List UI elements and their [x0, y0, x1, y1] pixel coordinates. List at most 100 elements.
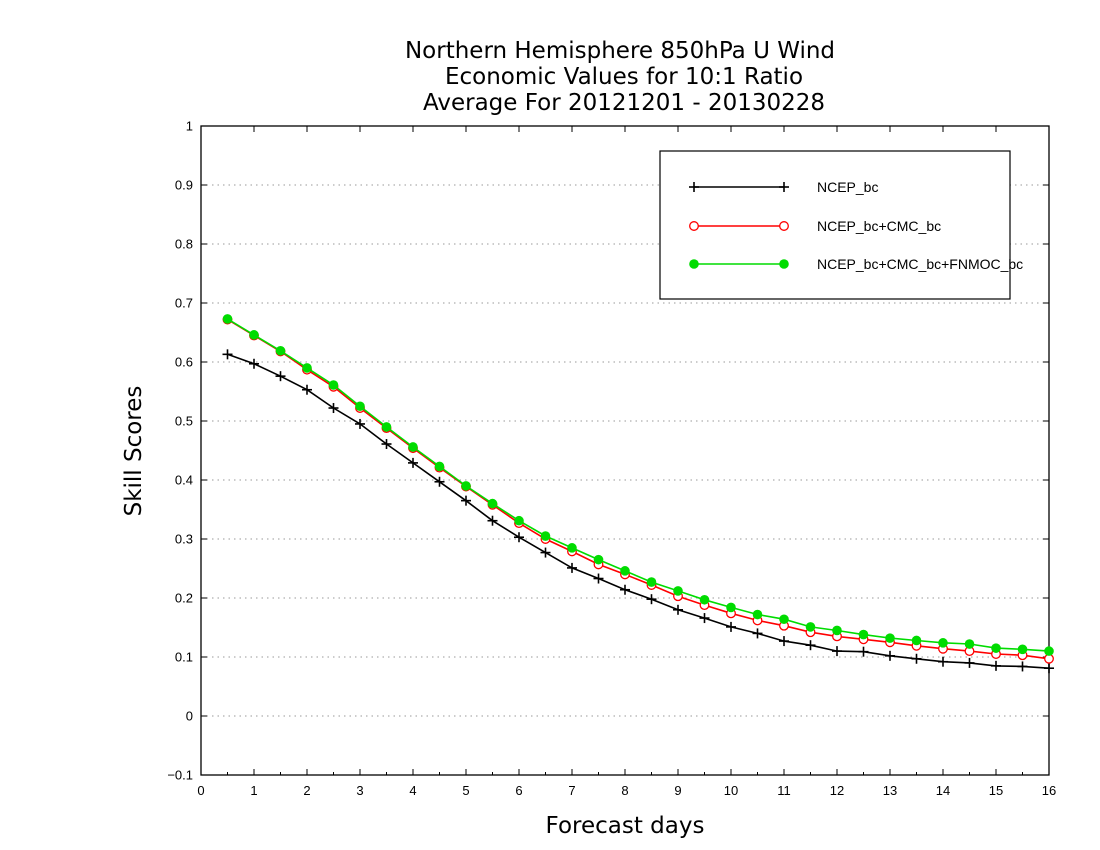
data-point: [964, 639, 975, 649]
data-point: [567, 562, 577, 573]
data-point: [699, 613, 710, 624]
data-point: [249, 330, 259, 340]
data-point: [514, 515, 524, 526]
data-point: [938, 656, 948, 667]
y-tick-label: 0.2: [175, 591, 193, 606]
data-point: [328, 403, 339, 414]
data-point: [620, 566, 630, 576]
legend-marker-start: [689, 221, 699, 231]
x-tick-label: 2: [303, 783, 310, 798]
y-tick-label: 0.7: [175, 296, 193, 311]
y-axis-ticks: −0.1 0 0.1 0.2 0.3 0.4 0.5 0.6 0.7 0.8 0.9 1: [167, 119, 1049, 783]
title-line-1: Northern Hemisphere 850hPa U Wind: [405, 38, 835, 64]
data-point: [832, 625, 842, 636]
legend: NCEP_bc NCEP_bc+CMC_bc NCEP_bc+CMC_bc+FNMO…: [659, 150, 1023, 300]
legend-entry: NCEP_bc+CMC_bc: [689, 218, 941, 234]
data-point: [805, 640, 816, 651]
data-point: [381, 439, 392, 450]
legend-label: NCEP_bc+CMC_bc+FNMOC_bc: [817, 256, 1023, 272]
x-tick-label: 6: [515, 783, 522, 798]
data-point: [726, 621, 736, 632]
data-point: [487, 515, 498, 526]
data-point: [249, 358, 259, 369]
data-point: [858, 629, 869, 640]
legend-label: NCEP_bc: [817, 179, 878, 195]
x-tick-label: 11: [777, 783, 791, 798]
x-tick-label: 10: [724, 783, 738, 798]
data-point: [540, 547, 551, 558]
x-tick-label: 13: [883, 783, 897, 798]
legend-marker-end: [779, 221, 789, 231]
series-0: [222, 349, 1054, 674]
data-point: [1017, 661, 1028, 672]
y-tick-label: 0: [186, 709, 193, 724]
legend-box: [659, 150, 1011, 300]
legend-marker-start: [689, 259, 699, 269]
data-point: [328, 380, 339, 390]
x-axis-ticks: 0 1 2 3 4 5 6 7 8 9 10 11 12 13 14 15 16: [197, 126, 1056, 798]
legend-marker-start: [689, 182, 699, 192]
data-point: [540, 531, 551, 541]
data-point: [567, 543, 577, 553]
x-tick-label: 0: [197, 783, 204, 798]
data-point: [302, 384, 312, 395]
data-point: [275, 345, 286, 356]
x-tick-label: 8: [621, 783, 628, 798]
data-point: [514, 532, 524, 543]
data-point: [673, 604, 683, 615]
data-point: [593, 573, 604, 584]
y-tick-label: −0.1: [167, 768, 193, 783]
data-point: [434, 461, 445, 472]
x-tick-label: 16: [1042, 783, 1056, 798]
x-tick-label: 5: [462, 783, 469, 798]
legend-label: NCEP_bc+CMC_bc: [817, 218, 941, 234]
y-tick-label: 0.9: [175, 178, 193, 193]
y-tick-label: 0.8: [175, 237, 193, 252]
data-point: [938, 638, 948, 648]
data-point: [699, 594, 710, 605]
data-point: [832, 646, 842, 657]
title-line-2: Economic Values for 10:1 Ratio: [445, 64, 803, 90]
data-point: [461, 495, 471, 506]
y-tick-label: 0.4: [175, 473, 193, 488]
legend-entry: NCEP_bc: [689, 179, 878, 195]
data-point: [646, 594, 657, 605]
x-tick-label: 7: [568, 783, 575, 798]
y-tick-label: 0.3: [175, 532, 193, 547]
legend-entry: NCEP_bc+CMC_bc+FNMOC_bc: [689, 256, 1023, 272]
data-point: [487, 498, 498, 509]
data-point: [911, 653, 922, 664]
x-tick-label: 3: [356, 783, 363, 798]
data-point: [1044, 646, 1054, 656]
x-tick-label: 12: [830, 783, 844, 798]
series-line: [227, 318, 1050, 652]
data-point: [911, 635, 922, 646]
data-point: [805, 622, 816, 632]
data-point: [355, 418, 365, 429]
title-line-3: Average For 20121201 - 20130228: [423, 90, 825, 116]
legend-marker-end: [779, 259, 789, 269]
data-point: [381, 422, 392, 432]
legend-marker-end: [779, 182, 789, 192]
data-point: [222, 349, 233, 360]
series-line: [227, 318, 1050, 660]
data-point: [408, 457, 418, 468]
data-point: [302, 363, 312, 373]
data-point: [275, 371, 286, 382]
data-point: [885, 633, 895, 643]
x-tick-label: 1: [250, 783, 257, 798]
data-point: [646, 577, 657, 587]
x-tick-label: 15: [989, 783, 1003, 798]
data-point: [964, 657, 975, 668]
series-2: [222, 314, 1054, 656]
data-point: [620, 584, 630, 595]
x-tick-label: 14: [936, 783, 950, 798]
y-tick-label: 0.6: [175, 355, 193, 370]
data-point: [355, 401, 365, 412]
data-point: [991, 643, 1001, 653]
data-point: [885, 650, 895, 661]
data-point: [593, 554, 604, 565]
data-point: [673, 586, 683, 596]
data-point: [991, 660, 1001, 671]
series-layer: [222, 314, 1054, 674]
